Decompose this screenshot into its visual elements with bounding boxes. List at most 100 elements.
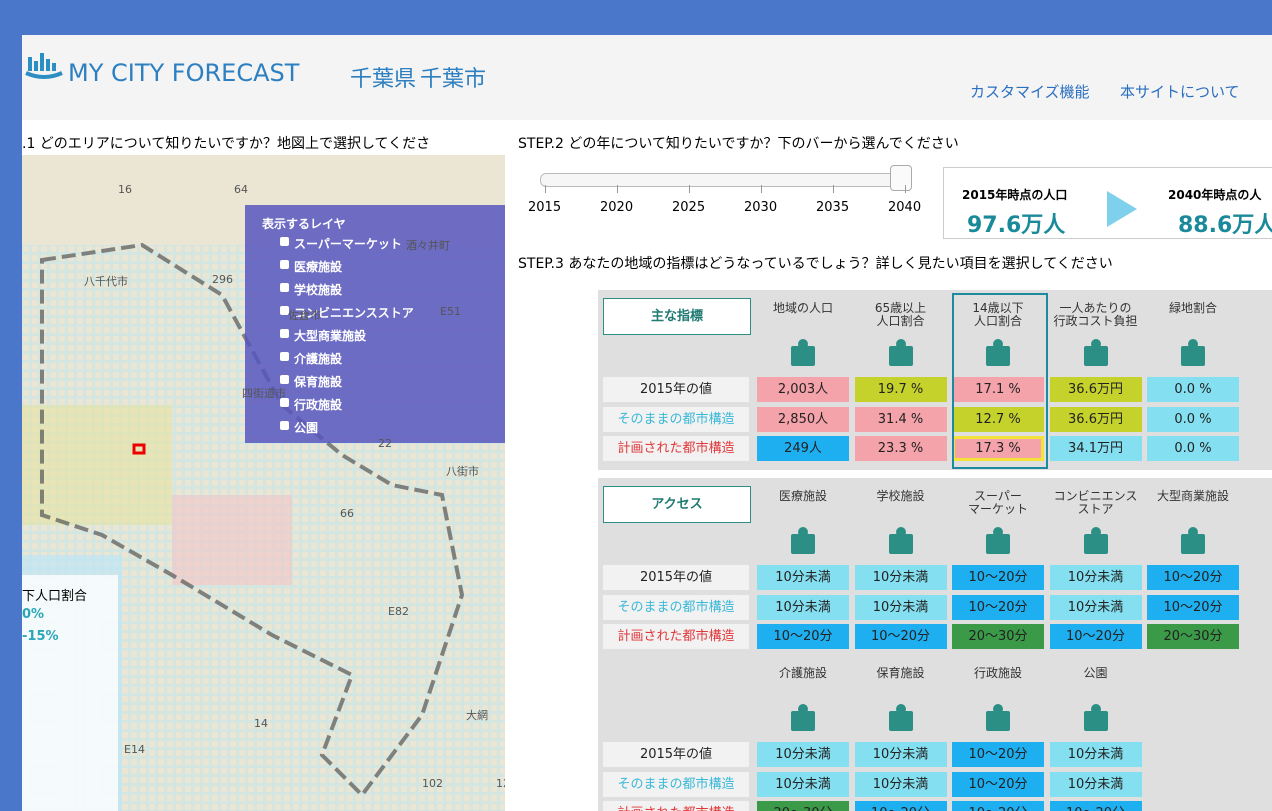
cell[interactable]: 36.6万円 [1049,406,1142,432]
year-label[interactable]: 2020 [600,200,634,215]
nav-link[interactable]: カスタマイズ機能 [970,83,1090,101]
cell[interactable]: 10分未満 [757,565,849,590]
cell[interactable]: 2,003人 [757,377,849,402]
cell[interactable]: 10～20分 [1147,565,1239,590]
column-header[interactable]: 14歳以下 人口割合 [972,301,1024,328]
from-value: 97.6万人 [967,213,1066,238]
step2-label: STEP.2 どの年について知りたいですか？下のバーから選んでください [518,136,959,152]
step3-label: STEP.3 あなたの地域の指標はどうなっているでしょう？詳しく見たい項目を選択… [518,256,1113,272]
slider-tick [617,185,618,193]
legend-title: 下人口割合 [22,589,88,604]
cell[interactable]: 10分未満 [854,565,947,590]
cell[interactable]: 10分未満 [854,771,947,797]
cell[interactable]: 10～20分 [757,624,849,649]
layer-checkbox[interactable]: 公園 [280,419,318,436]
cell[interactable]: 36.6万円 [1049,377,1142,402]
city: 千葉市 [420,67,487,92]
year-label[interactable]: 2015 [528,200,562,215]
cell[interactable]: 19.7 % [854,377,947,402]
column-header[interactable]: スーパー マーケット [967,489,1028,516]
icon [982,338,1014,366]
arrow [1107,191,1137,227]
column-header[interactable]: 介護施設 [778,666,827,680]
layer-checkbox[interactable]: 医療施設 [280,258,342,275]
cell[interactable]: 31.4 % [854,406,947,432]
column-header[interactable]: 公園 [1083,666,1108,680]
column-header[interactable]: コンビニエンス ストア [1053,489,1138,516]
column-header[interactable]: 大型商業施設 [1156,489,1229,503]
row-label: そのままの都市構造 [603,594,749,620]
layer-checkbox[interactable]: 保育施設 [280,373,342,390]
cell[interactable]: 0.0 % [1147,377,1239,402]
logo-icon [25,53,63,79]
cell[interactable]: 10分未満 [757,594,849,620]
icon [1080,703,1112,731]
cell[interactable]: 12.7 % [952,406,1044,432]
cell[interactable]: 10～20分 [952,742,1044,767]
cell[interactable]: 10～20分 [854,801,947,811]
map-label: 四街道市 [242,387,286,400]
cell[interactable]: 10分未満 [1049,771,1142,797]
year-label[interactable]: 2030 [744,200,778,215]
legend [22,575,118,811]
cell[interactable]: 20～30分 [1147,624,1239,649]
cell[interactable]: 10～20分 [1049,801,1142,811]
cell[interactable]: 10～20分 [854,624,947,649]
cell[interactable]: 10分未満 [1049,565,1142,590]
year-slider[interactable] [518,165,918,225]
cell[interactable]: 10分未満 [1049,742,1142,767]
column-header[interactable]: 65歳以上 人口割合 [874,301,927,328]
section-title: アクセス [603,486,751,523]
cell[interactable]: 10分未満 [854,594,947,620]
from-label: 2015年時点の人口 [962,188,1068,202]
column-header[interactable]: 行政施設 [973,666,1022,680]
icon [885,703,917,731]
layer-checkbox[interactable]: 行政施設 [280,396,342,413]
cell[interactable]: 23.3 % [854,436,947,461]
cell[interactable]: 10～20分 [952,801,1044,811]
cell[interactable]: 10～20分 [952,771,1044,797]
header: MY CITY FORECAST 千葉県 千葉市 カスタマイズ機能 本サイトにつ… [22,35,1272,120]
cell[interactable]: 10分未満 [757,771,849,797]
map-label: 296 [212,273,233,286]
year-label[interactable]: 2035 [816,200,850,215]
column-header[interactable]: 学校施設 [876,489,925,503]
year-label[interactable]: 2025 [672,200,706,215]
cell[interactable]: 10分未満 [854,742,947,767]
column-header[interactable]: 一人あたりの 行政コスト負担 [1053,301,1138,328]
layer-checkbox[interactable]: 大型商業施設 [280,327,366,344]
cell[interactable]: 17.1 % [952,377,1044,402]
cell[interactable]: 2,850人 [757,406,849,432]
layer-checkbox[interactable]: コンビニエンスストア [280,304,414,321]
icon [1080,526,1112,554]
year-label[interactable]: 2040 [888,200,922,215]
layer-checkbox[interactable]: スーパーマーケット [280,235,402,252]
page: MY CITY FORECAST 千葉県 千葉市 カスタマイズ機能 本サイトにつ… [22,35,1272,811]
cell[interactable]: 10～20分 [952,594,1044,620]
cell[interactable]: 10～20分 [1049,624,1142,649]
slider-tick [833,185,834,193]
layer-checkbox[interactable]: 学校施設 [280,281,342,298]
cell[interactable]: 20～30分 [952,624,1044,649]
column-header[interactable]: 緑地割合 [1168,301,1217,315]
cell[interactable]: 10～20分 [1147,594,1239,620]
nav-link[interactable]: 本サイトについて [1120,83,1240,101]
cell[interactable]: 10～20分 [952,565,1044,590]
cell[interactable]: 20～30分 [757,801,849,811]
column-header[interactable]: 医療施設 [778,489,827,503]
layer-checkbox[interactable]: 介護施設 [280,350,342,367]
cell[interactable]: 34.1万円 [1049,436,1142,461]
column-header[interactable]: 保育施設 [876,666,925,680]
cell[interactable]: 10分未満 [757,742,849,767]
selected-column [952,293,1048,469]
icon [787,338,819,366]
map-label: 八街市 [446,465,479,478]
cell[interactable]: 0.0 % [1147,406,1239,432]
map[interactable]: 表示するレイヤ スーパーマーケット 医療施設 学校施設 コンビニエンスストア 大型商業施… [22,155,505,811]
cell[interactable]: 0.0 % [1147,436,1239,461]
row-label: 計画された都市構造 [603,436,749,461]
cell[interactable]: 10分未満 [1049,594,1142,620]
column-header[interactable]: 地域の人口 [772,301,833,315]
cell[interactable]: 249人 [757,436,849,461]
cell[interactable]: 17.3 % [952,436,1044,461]
